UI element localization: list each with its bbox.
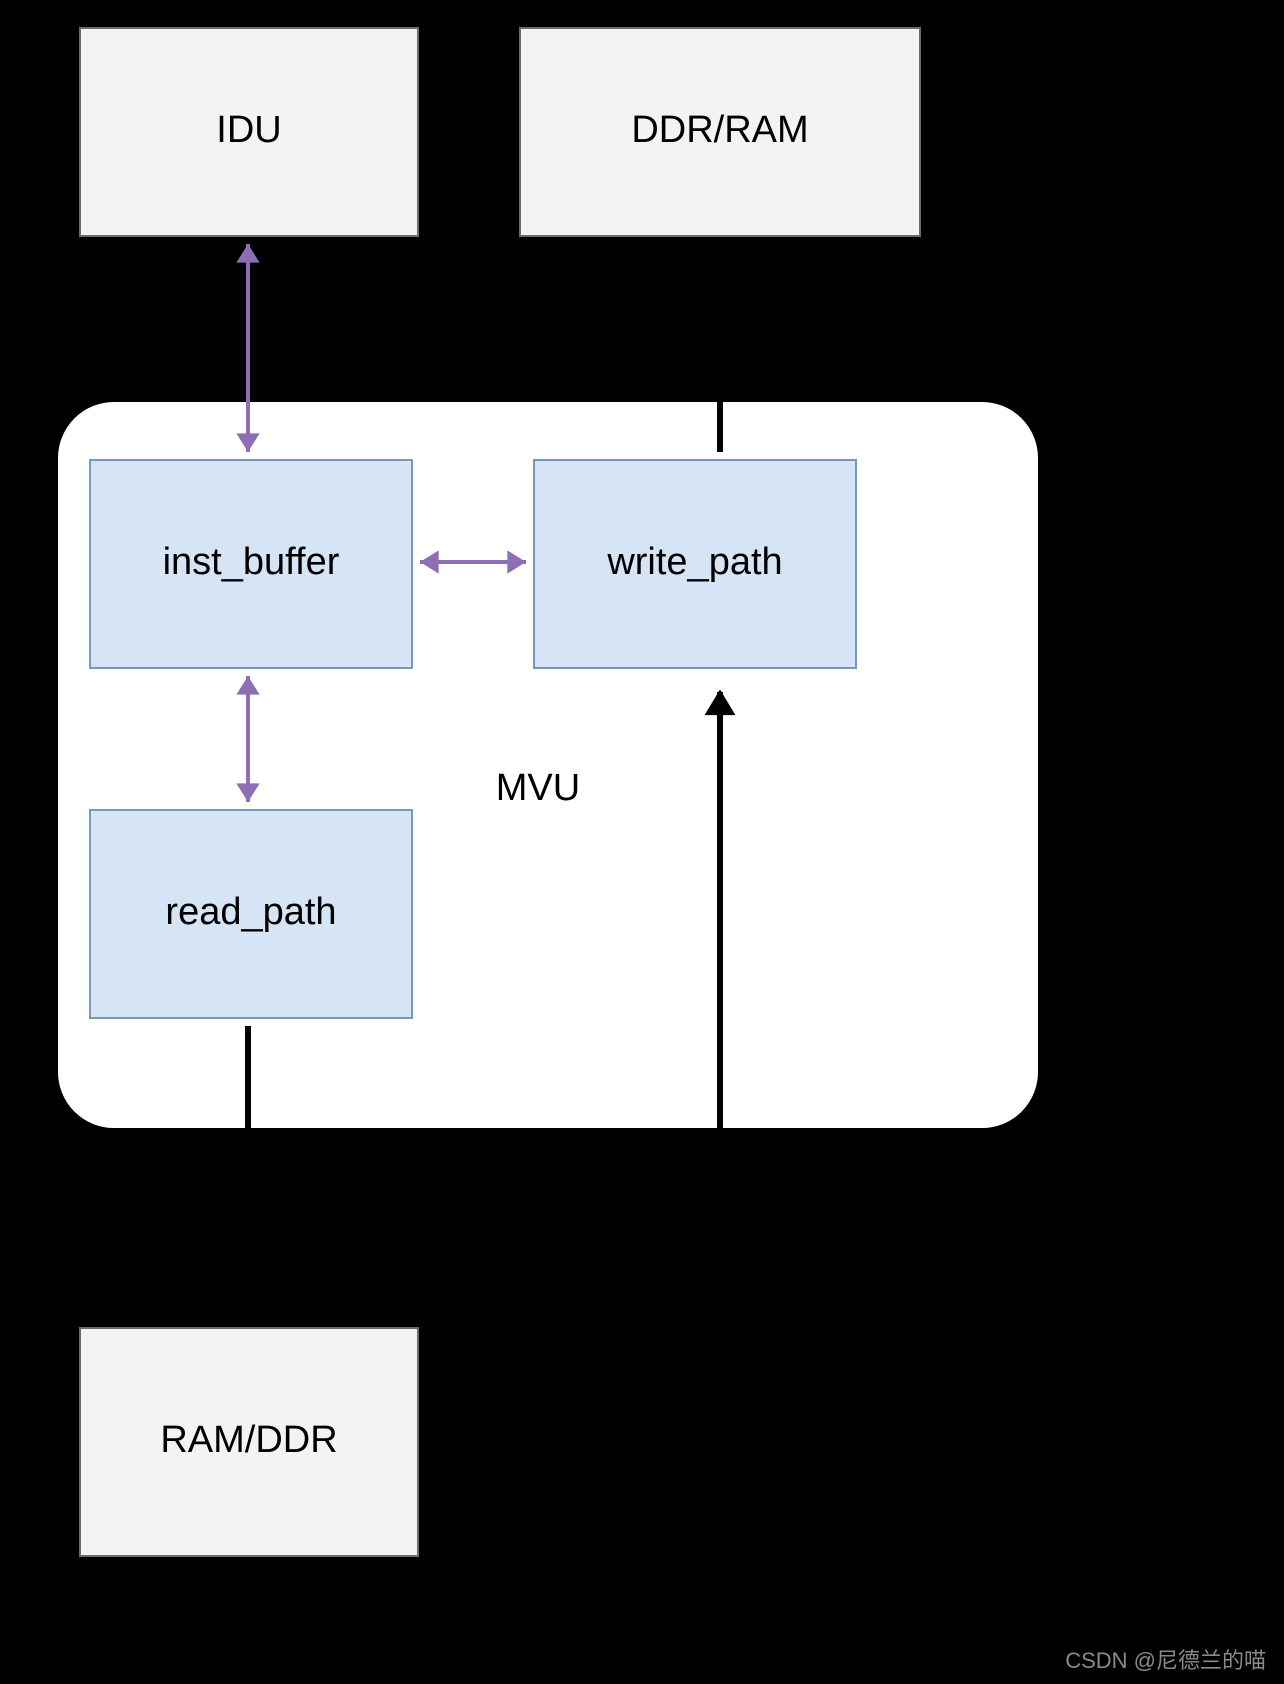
node-idu: IDU	[80, 28, 418, 236]
node-write_path-label: write_path	[606, 541, 782, 583]
node-write_path: write_path	[534, 460, 856, 668]
node-inst_buffer: inst_buffer	[90, 460, 412, 668]
diagram-canvas: MVU IDU DDR/RAM inst_buffer write_path read_…	[0, 0, 1284, 1684]
node-read_path: read_path	[90, 810, 412, 1018]
mvu-label: MVU	[496, 767, 580, 809]
node-ddr_ram: DDR/RAM	[520, 28, 920, 236]
node-read_path-label: read_path	[165, 891, 336, 933]
node-ddr_ram-label: DDR/RAM	[631, 109, 808, 151]
node-ram_ddr-label: RAM/DDR	[160, 1419, 337, 1461]
node-inst_buffer-label: inst_buffer	[163, 541, 340, 583]
node-ram_ddr: RAM/DDR	[80, 1328, 418, 1556]
node-idu-label: IDU	[216, 109, 281, 151]
watermark-text: CSDN @尼德兰的喵	[1065, 1648, 1266, 1673]
